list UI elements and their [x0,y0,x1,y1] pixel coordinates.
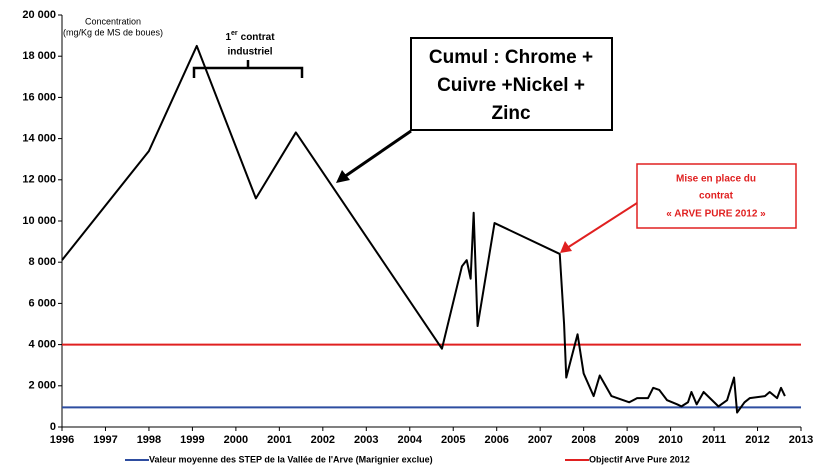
y-tick-label: 0 [50,421,56,433]
x-tick-label: 2003 [354,434,378,446]
x-tick-label: 1998 [137,434,161,446]
x-tick-label: 1996 [50,434,74,446]
x-tick-label: 2004 [398,434,423,446]
contract-number: 1 [225,32,231,43]
x-tick-label: 2009 [615,434,639,446]
x-tick-label: 1997 [93,434,117,446]
arve-box [636,163,797,229]
x-tick-label: 2008 [571,434,595,446]
contract-word: contrat [241,32,276,43]
cumul-text: Zinc [491,103,530,124]
cumul-box [410,37,613,131]
y-tick-label: 10 000 [22,215,56,227]
x-tick-label: 2007 [528,434,552,446]
y-tick-label: 14 000 [22,133,56,145]
data-line [61,44,786,414]
arve-text: contrat [699,191,734,202]
x-tick-label: 2013 [789,434,813,446]
y-tick-label: 8 000 [28,256,56,268]
y-axis-label: Concentration [85,16,141,26]
contract-label: industriel [227,47,272,58]
x-tick-label: 1999 [180,434,204,446]
y-tick-label: 12 000 [22,174,56,186]
arrow [343,129,412,179]
x-tick-label: 2012 [745,434,769,446]
x-tick-label: 2002 [311,434,335,446]
arrow-head [560,241,572,253]
contract-label: 1er contrat [225,30,275,43]
arve-text: « ARVE PURE 2012 » [666,209,766,220]
x-tick-label: 2011 [702,434,726,446]
x-tick-label: 2005 [441,434,465,446]
x-tick-label: 2000 [224,434,248,446]
x-tick-label: 2010 [658,434,682,446]
arrow [566,202,638,249]
y-tick-label: 16 000 [22,91,56,103]
y-tick-label: 6 000 [28,297,56,309]
y-tick-label: 20 000 [22,9,56,21]
y-axis-label: (mg/Kg de MS de boues) [63,27,163,37]
arve-text: Mise en place du [676,174,756,185]
contract-sup: er [231,30,238,37]
cumul-text: Cuivre +Nickel + [437,75,585,96]
annotations: Concentration (mg/Kg de MS de boues) 1er… [63,16,797,253]
y-tick-label: 18 000 [22,50,56,62]
arrow-head [336,170,350,183]
cumul-text: Cumul : Chrome + [429,47,593,68]
legend-label: Valeur moyenne des STEP de la Vallée de … [149,454,433,464]
y-tick-label: 2 000 [28,380,56,392]
x-tick-label: 2001 [267,434,291,446]
x-tick-label: 2006 [484,434,508,446]
legend-label: Objectif Arve Pure 2012 [589,454,690,464]
brace [192,60,304,78]
y-tick-label: 4 000 [28,339,56,351]
